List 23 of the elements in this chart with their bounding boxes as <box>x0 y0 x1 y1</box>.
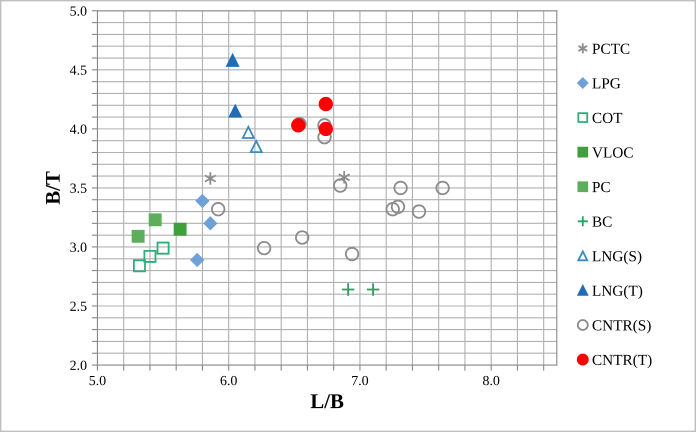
y-tick-label: 2.0 <box>70 360 86 370</box>
legend-label: PCTC <box>592 44 630 54</box>
y-axis-title: B/T <box>46 171 60 204</box>
x-tick-label: 6.0 <box>220 376 237 386</box>
legend-label: LNG(S) <box>592 250 642 264</box>
x-tick-label: 5.0 <box>90 376 106 386</box>
y-tick-label: 5.0 <box>70 6 86 16</box>
legend-label: CNTR(S) <box>592 320 651 334</box>
legend-label: LNG(T) <box>592 285 642 300</box>
x-axis-title: L/B <box>310 394 344 408</box>
y-tick-label: 2.5 <box>70 302 86 312</box>
legend-label: BC <box>592 216 612 227</box>
legend-label: COT <box>592 112 622 124</box>
legend-label: PC <box>592 182 610 192</box>
x-tick-label: 8.0 <box>483 376 500 386</box>
legend-label: CNTR(T) <box>592 354 652 368</box>
x-tick-label: 7.0 <box>352 376 368 386</box>
y-tick-label: 3.5 <box>70 184 86 193</box>
legend-label: LPG <box>592 78 620 88</box>
y-tick-label: 4.5 <box>70 66 86 75</box>
y-tick-label: 3.0 <box>70 242 86 252</box>
legend-label: VLOC <box>592 147 633 158</box>
y-tick-label: 4.0 <box>70 124 86 134</box>
